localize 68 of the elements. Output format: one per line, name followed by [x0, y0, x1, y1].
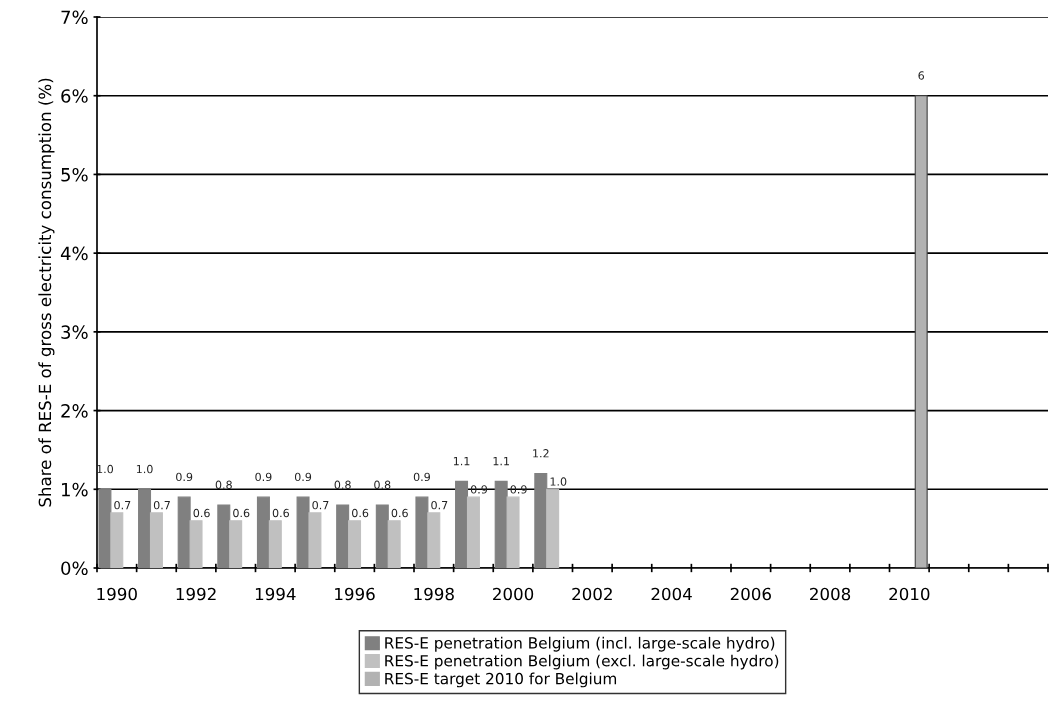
legend-label: RES-E penetration Belgium (excl. large-scale hydro): [385, 654, 779, 670]
bar: [229, 520, 243, 568]
y-tick-label: 3%: [61, 325, 88, 339]
bar: [415, 496, 429, 568]
legend-label: RES-E penetration Belgium (incl. large-scale hydro): [385, 636, 775, 652]
bar: [466, 496, 480, 568]
data-label: 1.1: [493, 457, 509, 466]
data-label: 0.7: [153, 500, 170, 510]
x-tick-label: 2006: [730, 587, 771, 601]
data-label: 0.6: [233, 508, 250, 518]
bar: [217, 504, 231, 568]
data-label: 0.9: [176, 472, 193, 482]
bar: [375, 504, 389, 568]
bar: [110, 512, 124, 568]
x-tick-label: 2000: [493, 587, 534, 601]
bar: [189, 520, 203, 568]
x-tick-label: 1996: [335, 587, 375, 601]
data-label: 0.9: [294, 472, 312, 482]
data-label: 0.6: [272, 508, 289, 518]
y-tick-label: 5%: [61, 167, 88, 182]
data-label: 0.9: [255, 472, 272, 482]
y-tick-label: 1%: [62, 482, 88, 497]
data-label: 0.8: [215, 480, 232, 489]
data-label: 6: [918, 71, 925, 80]
bar: [348, 520, 362, 568]
bar: [296, 496, 310, 568]
data-label: 0.6: [391, 508, 408, 518]
x-tick-label: 1998: [414, 587, 454, 601]
bar: [506, 496, 520, 568]
y-tick-label: 4%: [60, 246, 88, 261]
bar: [534, 472, 548, 568]
bar: [98, 488, 112, 568]
x-tick-label: 2010: [889, 587, 930, 601]
data-label: 0.8: [334, 480, 351, 489]
legend-label: RES-E target 2010 for Belgium: [385, 672, 617, 688]
bar: [268, 520, 282, 568]
x-tick-label: 1990: [97, 587, 137, 601]
bar: [336, 504, 350, 568]
data-label: 0.6: [352, 508, 369, 518]
y-axis-title: Share of RES-E of gross electricity consumption (%): [38, 78, 55, 507]
bar: [914, 95, 928, 568]
data-label: 0.7: [114, 500, 131, 510]
data-label: 0.9: [413, 472, 430, 482]
x-tick-label: 1992: [176, 587, 216, 601]
bar: [455, 480, 469, 568]
x-tick-label: 2002: [572, 587, 612, 601]
bar: [427, 512, 441, 568]
data-label: 0.7: [431, 500, 448, 510]
data-label: 0.8: [374, 480, 391, 489]
x-tick-label: 1994: [255, 587, 296, 601]
data-label: 1.0: [136, 464, 153, 474]
bar: [308, 512, 322, 568]
data-label: 1.2: [533, 449, 549, 458]
y-tick-label: 7%: [61, 10, 88, 25]
x-tick-label: 2004: [651, 587, 692, 601]
bar: [149, 512, 163, 568]
bar: [546, 488, 560, 568]
data-label: 1.1: [453, 457, 470, 466]
data-label: 0.6: [193, 508, 210, 518]
x-tick-label: 2008: [810, 587, 851, 601]
data-label: 0.7: [312, 500, 329, 510]
bar: [387, 520, 401, 568]
y-tick-label: 6%: [61, 89, 88, 103]
y-tick-label: 2%: [61, 404, 88, 418]
data-label: 1.0: [550, 477, 567, 486]
y-tick-label: 0%: [61, 561, 88, 576]
bar: [256, 496, 270, 568]
bar: [138, 488, 152, 568]
